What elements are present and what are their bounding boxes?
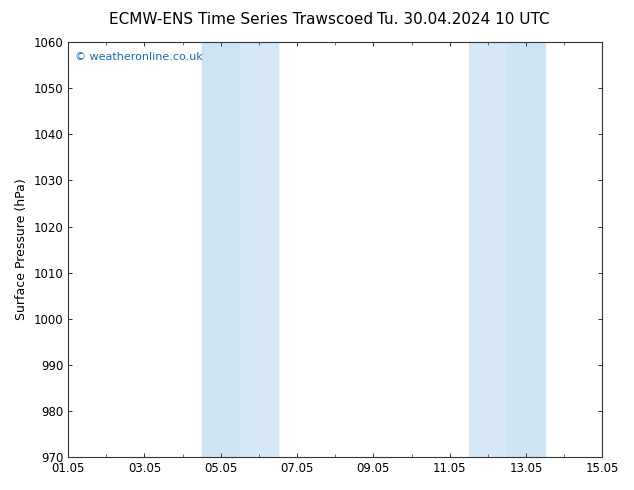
Bar [202, 42, 240, 457]
Text: © weatheronline.co.uk: © weatheronline.co.uk [75, 52, 202, 62]
Text: ECMW-ENS Time Series Trawscoed: ECMW-ENS Time Series Trawscoed [109, 12, 373, 27]
Text: Tu. 30.04.2024 10 UTC: Tu. 30.04.2024 10 UTC [377, 12, 549, 27]
Bar [240, 42, 278, 457]
Y-axis label: Surface Pressure (hPa): Surface Pressure (hPa) [15, 179, 28, 320]
Bar [507, 42, 545, 457]
Bar [469, 42, 507, 457]
